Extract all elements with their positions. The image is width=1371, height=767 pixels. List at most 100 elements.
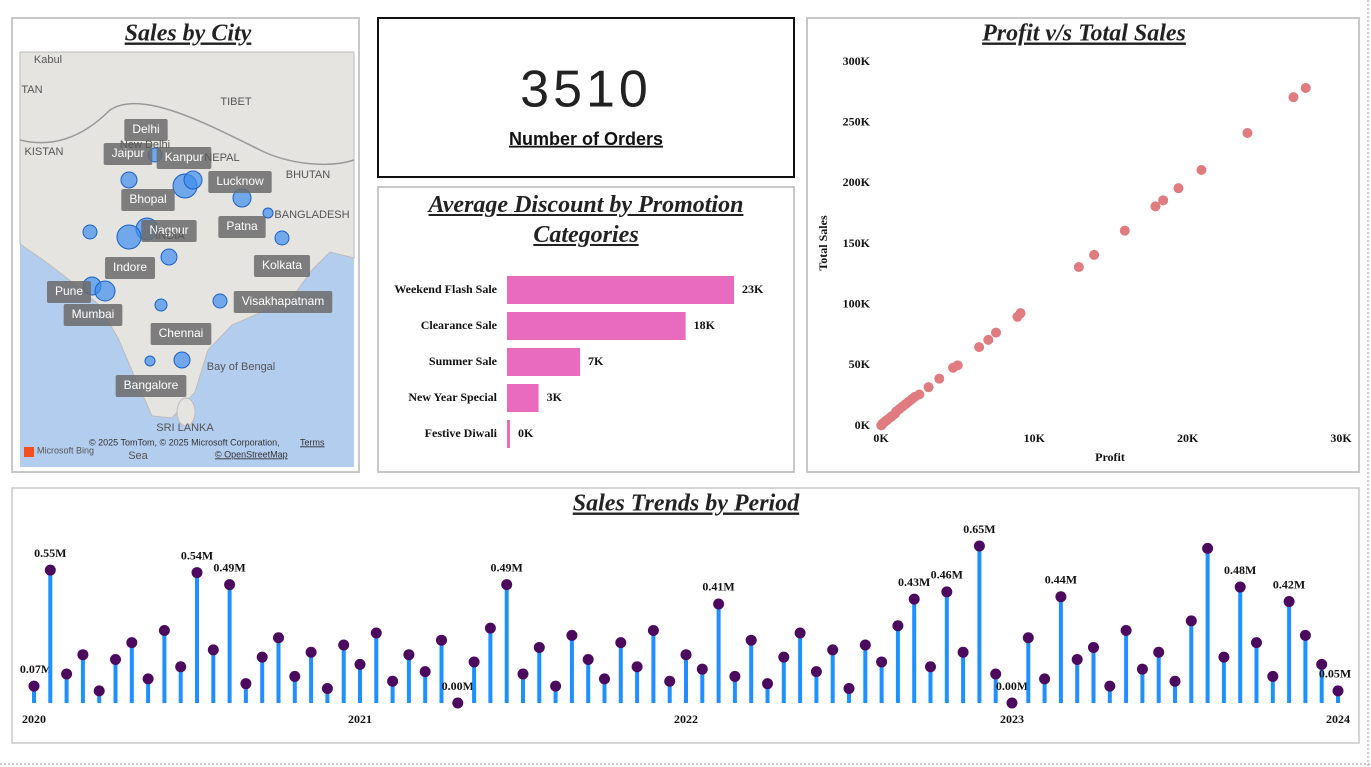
data-label: 0.49M xyxy=(213,560,245,574)
dot xyxy=(810,666,822,678)
dot xyxy=(582,654,594,666)
y-axis-label: Total Sales xyxy=(816,215,830,271)
place-label: Kabul xyxy=(34,54,62,66)
place-label: BHUTAN xyxy=(286,169,330,181)
dot xyxy=(908,593,920,605)
dot xyxy=(126,637,138,649)
point xyxy=(934,373,945,384)
dot xyxy=(762,678,773,690)
data-label: 0.49M xyxy=(491,560,523,574)
dot xyxy=(289,670,301,682)
data-label: 0.42M xyxy=(1273,577,1305,591)
dot xyxy=(1088,641,1099,653)
city-label: Kolkata xyxy=(262,258,302,272)
point xyxy=(1073,262,1084,273)
city-label-box xyxy=(63,304,123,326)
data-label: 0.41M xyxy=(702,580,734,594)
y-tick-label: 150K xyxy=(843,236,871,250)
data-label: 0.00M xyxy=(442,679,474,693)
city-label-box xyxy=(156,147,212,169)
dot xyxy=(1022,632,1034,644)
city-label-box xyxy=(150,323,212,345)
dot xyxy=(61,668,73,680)
x-tick-label: 2020 xyxy=(22,712,46,726)
bar-title-box: Average Discount by Promotion Categories xyxy=(428,192,744,248)
value-label: 18K xyxy=(694,318,716,332)
city-label: Nagpur xyxy=(149,223,188,237)
dot xyxy=(224,579,236,591)
point xyxy=(1089,249,1100,260)
place-label: TAN xyxy=(21,84,42,96)
city-label: Kanpur xyxy=(165,150,204,164)
dot xyxy=(484,622,496,634)
point xyxy=(1012,311,1023,322)
bar xyxy=(507,384,539,412)
place-label: New Delhi xyxy=(120,139,170,151)
place-label: BANGLADESH xyxy=(274,209,349,221)
city-label: Chennai xyxy=(159,326,204,340)
point xyxy=(1150,201,1161,212)
point xyxy=(1158,195,1169,206)
dot xyxy=(827,644,839,656)
bing-logo xyxy=(24,447,34,457)
x-tick-label: 20K xyxy=(1177,431,1199,445)
dot xyxy=(550,680,562,692)
y-tick-label: 300K xyxy=(843,54,871,68)
city-label: Indore xyxy=(113,260,147,274)
dot xyxy=(305,646,317,658)
point xyxy=(991,327,1001,338)
point xyxy=(1242,127,1253,138)
dot xyxy=(517,668,529,680)
city-label-box xyxy=(103,143,153,165)
dot xyxy=(1234,581,1246,593)
city-label-box xyxy=(115,375,187,397)
data-label: 0.46M xyxy=(931,568,963,582)
bar-title: Average Discount by Promotion Categories xyxy=(428,192,744,248)
terms-link: Terms xyxy=(300,437,325,447)
city-label-box xyxy=(253,255,311,277)
dot xyxy=(892,620,904,632)
dot xyxy=(403,649,415,661)
map-title: Sales by City xyxy=(125,21,252,47)
bar xyxy=(507,348,581,376)
city-label: Lucknow xyxy=(216,174,264,188)
dot xyxy=(1267,670,1279,682)
dot xyxy=(452,697,464,709)
place-label: KISTAN xyxy=(25,146,64,158)
dot xyxy=(207,644,219,656)
scatter-title: Profit v/s Total Sales xyxy=(981,21,1186,47)
bar xyxy=(507,420,510,448)
category-label: Clearance Sale xyxy=(421,318,498,332)
x-tick-label: 2022 xyxy=(674,712,698,726)
kpi-panel xyxy=(377,17,795,178)
dot xyxy=(142,673,154,685)
dot xyxy=(1316,658,1328,670)
dot xyxy=(468,656,480,668)
dot xyxy=(175,661,187,673)
data-label: 0.05M xyxy=(1319,667,1351,681)
city-label: Delhi xyxy=(132,122,159,136)
dot xyxy=(1283,596,1295,608)
trend-title: Sales Trends by Period xyxy=(573,491,800,517)
dot xyxy=(1055,591,1067,603)
city-label: Mumbai xyxy=(72,307,115,321)
bar xyxy=(507,312,686,340)
dot xyxy=(664,675,676,687)
value-label: 0K xyxy=(518,426,534,440)
dot xyxy=(1006,697,1018,709)
value-label: 23K xyxy=(742,282,764,296)
city-label-box xyxy=(104,257,156,279)
dot xyxy=(533,641,545,653)
dot xyxy=(77,649,89,661)
dot xyxy=(696,663,708,675)
dot xyxy=(256,651,268,663)
y-tick-label: 250K xyxy=(843,114,871,128)
dot xyxy=(93,685,105,697)
point xyxy=(1196,164,1207,175)
dot xyxy=(1185,615,1197,627)
category-label: Weekend Flash Sale xyxy=(394,282,497,296)
city-label: Patna xyxy=(226,219,258,233)
y-tick-label: 100K xyxy=(843,296,871,310)
point xyxy=(948,362,959,373)
category-label: New Year Special xyxy=(408,390,497,404)
